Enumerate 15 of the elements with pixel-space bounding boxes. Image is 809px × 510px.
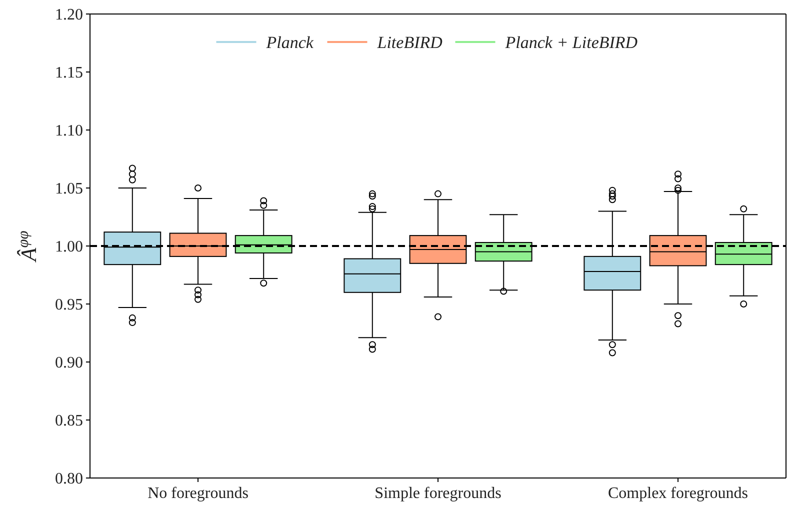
y-tick-label: 0.85 bbox=[55, 412, 83, 430]
legend-label: Planck bbox=[265, 32, 314, 52]
y-tick-label: 1.10 bbox=[55, 122, 83, 140]
y-tick-label: 0.80 bbox=[55, 470, 83, 488]
legend-label: Planck + LiteBIRD bbox=[504, 32, 638, 52]
y-tick-label: 1.15 bbox=[55, 64, 83, 82]
y-tick-label: 1.00 bbox=[55, 238, 83, 256]
x-tick-label: Simple foregrounds bbox=[374, 485, 502, 502]
y-tick-label: 0.95 bbox=[55, 296, 83, 314]
y-tick-label: 1.20 bbox=[55, 6, 83, 24]
y-tick-label: 1.05 bbox=[55, 180, 83, 198]
y-tick-label: 0.90 bbox=[55, 354, 83, 372]
legend-label: LiteBIRD bbox=[376, 32, 444, 52]
x-tick-label: Complex foregrounds bbox=[608, 485, 748, 502]
x-tick-label: No foregrounds bbox=[148, 485, 248, 502]
